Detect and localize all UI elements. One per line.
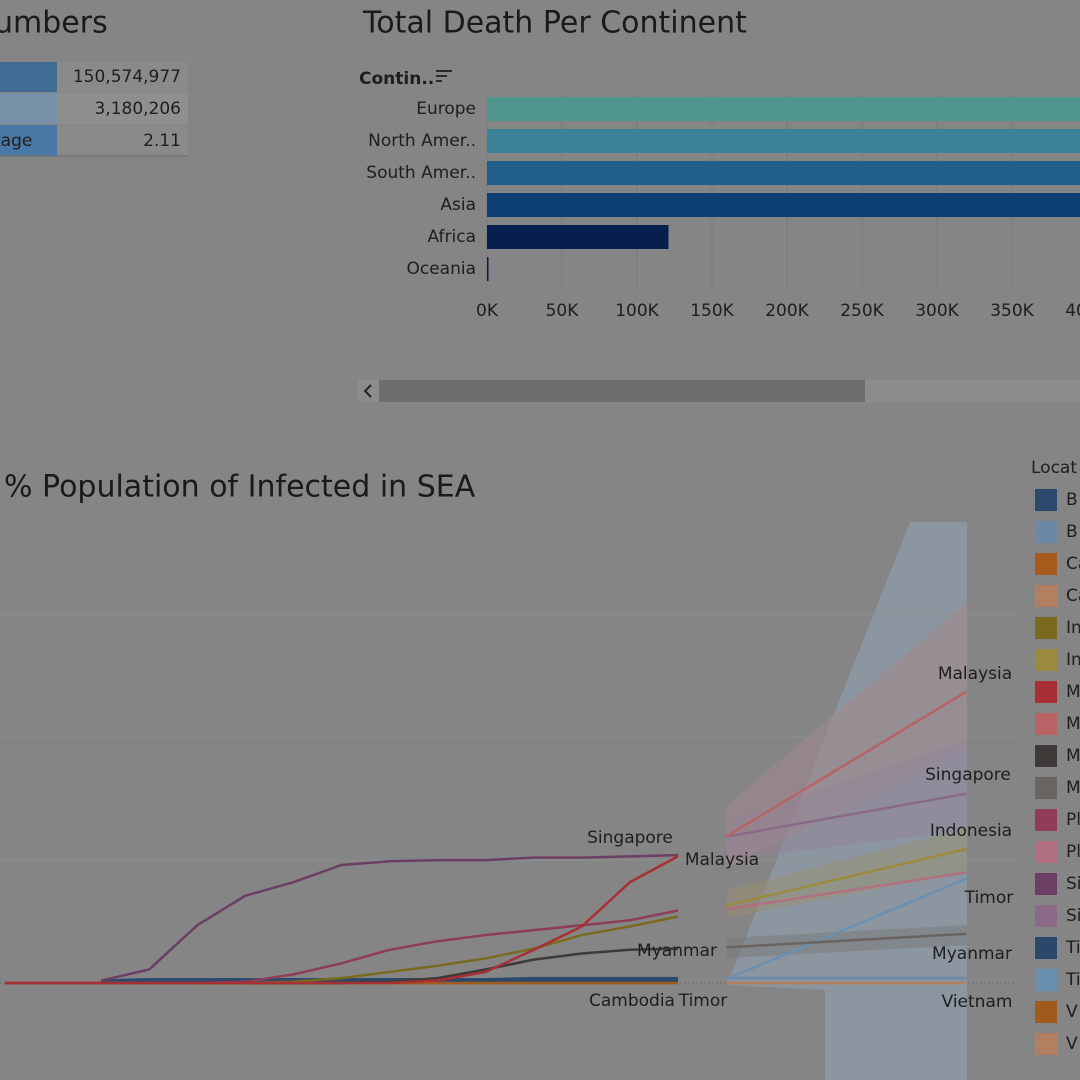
legend-label: Ti	[1065, 970, 1080, 990]
x-tick-label: 250K	[840, 301, 884, 321]
bar	[487, 161, 1080, 185]
legend-swatch[interactable]	[1035, 489, 1057, 511]
table-cell	[57, 62, 188, 92]
table-cell	[0, 93, 57, 124]
forecast-line	[725, 871, 967, 911]
bar	[487, 193, 1080, 217]
legend-swatch[interactable]	[1035, 649, 1057, 671]
legend-swatch[interactable]	[1035, 745, 1057, 767]
axis-label: Contin..	[359, 69, 434, 89]
table-value: 2.11	[143, 131, 181, 151]
legend-label: B	[1066, 522, 1078, 542]
category-label: Oceania	[406, 259, 476, 279]
chart-title: Total Death Per Continent	[362, 6, 747, 41]
table-cell	[57, 125, 188, 156]
category-label: North Amer..	[368, 131, 476, 151]
forecast-line	[725, 847, 967, 907]
legend-label: Ti	[1065, 938, 1080, 958]
series-line	[5, 909, 679, 985]
legend-label: In	[1066, 650, 1080, 670]
series-line	[100, 853, 679, 982]
legend-swatch[interactable]	[1035, 969, 1057, 991]
forecast-line	[725, 877, 967, 981]
legend-label: M	[1066, 778, 1080, 798]
category-label: Europe	[416, 99, 476, 119]
legend-label: B	[1066, 490, 1078, 510]
table-value: 150,574,977	[73, 67, 181, 87]
x-tick-label: 50K	[546, 301, 580, 321]
forecast-bands	[727, 522, 967, 1080]
bar	[487, 225, 669, 249]
legend-swatch[interactable]	[1035, 681, 1057, 703]
line-label: Timor	[678, 991, 728, 1011]
category-label: Asia	[440, 195, 476, 215]
legend-swatch[interactable]	[1035, 873, 1057, 895]
legend-swatch[interactable]	[1035, 809, 1057, 831]
legend-swatch[interactable]	[1035, 937, 1057, 959]
forecast-line	[725, 690, 968, 838]
table-value: 3,180,206	[94, 99, 181, 119]
bar	[487, 129, 1080, 153]
x-tick-label: 400K	[1065, 301, 1080, 321]
series-line	[5, 855, 679, 985]
legend-label: M	[1066, 746, 1080, 766]
legend-swatch[interactable]	[1035, 841, 1057, 863]
x-tick-label: 300K	[915, 301, 959, 321]
legend-swatch[interactable]	[1035, 905, 1057, 927]
legend-label: Si	[1066, 874, 1080, 894]
chart-title: % Population of Infected in SEA	[4, 470, 476, 505]
legend-label: Pl	[1066, 810, 1080, 830]
x-tick-label: 100K	[615, 301, 659, 321]
scroll-left-arrow[interactable]	[363, 384, 372, 398]
forecast-line	[725, 792, 967, 838]
bar	[487, 257, 489, 281]
table-cell	[0, 125, 57, 156]
legend-title: Locat	[1031, 458, 1077, 478]
legend-label: Si	[1066, 906, 1080, 926]
bar	[487, 97, 1080, 121]
summary-title: umbers	[0, 6, 108, 41]
x-tick-label: 150K	[690, 301, 734, 321]
x-tick-label: 350K	[990, 301, 1034, 321]
line-label: Malaysia	[685, 850, 759, 870]
table-cell	[57, 93, 188, 124]
line-label: Singapore	[587, 828, 673, 848]
legend-swatch[interactable]	[1035, 553, 1057, 575]
legend-label: In	[1066, 618, 1080, 638]
legend-swatch[interactable]	[1035, 1001, 1057, 1023]
x-tick-label: 0K	[476, 301, 499, 321]
x-tick-label: 200K	[765, 301, 809, 321]
legend-swatch[interactable]	[1035, 1033, 1057, 1055]
legend-swatch[interactable]	[1035, 777, 1057, 799]
legend-label: M	[1066, 682, 1080, 702]
line-label: Vietnam	[942, 992, 1013, 1012]
line-label: Myanmar	[932, 944, 1012, 964]
line-label: Timor	[964, 888, 1014, 908]
table-label: tage	[0, 131, 32, 151]
legend-label: V	[1066, 1002, 1078, 1022]
table-cell	[0, 62, 57, 92]
legend-label: M	[1066, 714, 1080, 734]
legend-swatch[interactable]	[1035, 521, 1057, 543]
sort-icon[interactable]	[436, 70, 452, 82]
legend-swatch[interactable]	[1035, 585, 1057, 607]
forecast-line	[725, 932, 967, 949]
line-label: Cambodia	[589, 991, 675, 1011]
line-label: Malaysia	[938, 664, 1012, 684]
legend-swatch[interactable]	[1035, 713, 1057, 735]
line-label: Myanmar	[637, 941, 717, 961]
line-label: Indonesia	[930, 821, 1012, 841]
legend-label: Ca	[1066, 586, 1080, 606]
scrollbar-thumb[interactable]	[379, 380, 865, 402]
legend-label: Pl	[1066, 842, 1080, 862]
legend-swatch[interactable]	[1035, 617, 1057, 639]
category-label: South Amer..	[366, 163, 476, 183]
legend-label: Ca	[1066, 554, 1080, 574]
legend-label: V	[1066, 1034, 1078, 1054]
line-label: Singapore	[925, 765, 1011, 785]
category-label: Africa	[428, 227, 477, 247]
